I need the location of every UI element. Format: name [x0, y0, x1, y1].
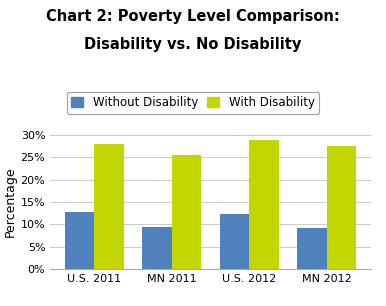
Bar [220, 214, 249, 269]
Bar [327, 146, 356, 269]
Text: Disability vs. No Disability: Disability vs. No Disability [84, 37, 302, 52]
Bar [297, 228, 327, 269]
Bar [142, 227, 172, 269]
Bar [249, 140, 279, 269]
Bar [65, 212, 94, 269]
Bar [172, 155, 201, 269]
Y-axis label: Percentage: Percentage [3, 167, 16, 237]
Bar [94, 144, 124, 269]
Legend: Without Disability, With Disability: Without Disability, With Disability [67, 91, 319, 114]
Text: Chart 2: Poverty Level Comparison:: Chart 2: Poverty Level Comparison: [46, 9, 340, 24]
